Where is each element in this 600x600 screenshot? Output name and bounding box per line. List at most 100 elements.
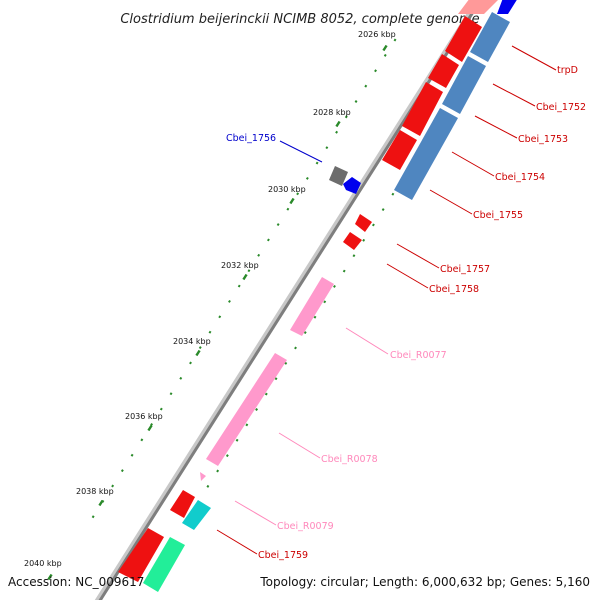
tick-dot	[225, 454, 229, 458]
tick-major	[335, 120, 341, 128]
tick-dot	[383, 53, 387, 57]
kbp-label: 2026 kbp	[358, 30, 396, 39]
tick-dot	[284, 361, 288, 365]
tick-major	[47, 573, 53, 581]
tick-dot	[286, 207, 290, 211]
gene-label-cbei-1759[interactable]: Cbei_1759	[258, 550, 308, 561]
tick-dot	[294, 346, 297, 350]
tick-dot	[362, 238, 366, 242]
tick-marks-major	[47, 44, 388, 581]
gene-feature-cbei-1754[interactable]	[382, 130, 417, 170]
label-leaders	[216, 45, 557, 555]
tick-dot	[325, 146, 329, 150]
gene-feature-cbei-1753-blue[interactable]	[442, 56, 486, 114]
genome-summary-text: Topology: circular; Length: 6,000,632 bp…	[259, 575, 590, 589]
tick-dot	[120, 469, 124, 473]
gene-feature-cbei-1753[interactable]	[402, 82, 443, 136]
tick-dot	[305, 176, 309, 180]
tick-dot	[255, 408, 259, 411]
tick-dot	[352, 254, 356, 258]
tick-dot	[198, 346, 202, 350]
kbp-label: 2030 kbp	[268, 185, 306, 194]
tick-dot	[150, 423, 154, 426]
tick-major	[289, 197, 295, 205]
tick-dot	[218, 315, 222, 319]
tick-dot	[303, 331, 307, 335]
tick-dot	[140, 438, 144, 442]
tick-dot	[274, 377, 278, 381]
gene-feature-gray[interactable]	[329, 166, 348, 186]
gene-feature-cbei-1752[interactable]	[428, 54, 459, 88]
gene-feature-green[interactable]	[143, 537, 185, 592]
kbp-label: 2034 kbp	[173, 337, 211, 346]
tick-major	[195, 349, 201, 357]
gene-feature-cbei-r0078[interactable]	[206, 353, 287, 466]
tick-dot	[313, 315, 317, 319]
gene-label-cbei-r0079[interactable]: Cbei_R0079	[277, 521, 334, 532]
tick-dot	[111, 484, 115, 488]
tick-dot	[364, 84, 368, 88]
tick-dot	[228, 299, 231, 303]
gene-feature-cyan[interactable]	[182, 500, 211, 530]
gene-feature-trpd[interactable]	[445, 16, 482, 62]
tick-dot	[381, 208, 385, 212]
tick-dot	[344, 115, 348, 119]
tick-dot	[257, 253, 261, 257]
tick-dot	[179, 376, 183, 380]
tick-dot	[264, 392, 268, 396]
tick-dot	[169, 392, 173, 396]
tick-dot	[354, 100, 358, 103]
tick-dot	[206, 484, 210, 488]
tick-dot	[391, 192, 395, 196]
tick-major	[382, 44, 388, 52]
tick-dot	[245, 423, 249, 427]
kbp-label: 2032 kbp	[221, 261, 259, 270]
tick-dot	[276, 223, 280, 227]
gene-label-cbei-r0077[interactable]: Cbei_R0077	[390, 350, 447, 361]
tick-major	[242, 273, 248, 281]
gene-feature-cbei-r0079[interactable]	[200, 472, 206, 481]
gene-label-cbei-1758[interactable]: Cbei_1758	[429, 284, 479, 295]
tick-dot	[237, 284, 241, 288]
gene-feature-red-bottom[interactable]	[118, 528, 164, 582]
map-title: Clostridium beijerinckii NCIMB 8052, com…	[120, 12, 479, 27]
gene-label-cbei-r0078[interactable]: Cbei_R0078	[321, 454, 378, 465]
kbp-label: 2040 kbp	[24, 559, 62, 568]
tick-dot	[342, 269, 346, 273]
tick-dot	[296, 192, 300, 196]
gene-label-cbei-1756[interactable]: Cbei_1756	[226, 133, 276, 144]
gene-feature-cbei-1758[interactable]	[343, 232, 362, 250]
gene-feature-partial-blue[interactable]	[497, 0, 518, 14]
gene-feature-cbei-1752-blue[interactable]	[470, 12, 510, 62]
tick-dot	[393, 38, 397, 42]
gene-label-trpd[interactable]: trpD	[557, 65, 578, 76]
gene-label-cbei-1753[interactable]: Cbei_1753	[518, 134, 568, 145]
kbp-label: 2028 kbp	[313, 108, 351, 117]
gene-label-cbei-1755[interactable]: Cbei_1755	[473, 210, 523, 221]
tick-dot	[323, 300, 327, 304]
tick-major	[147, 424, 153, 432]
tick-dot	[266, 238, 270, 242]
kbp-label: 2038 kbp	[76, 487, 114, 496]
gene-feature-cbei-1755[interactable]	[394, 108, 458, 200]
tick-dot	[91, 515, 95, 519]
kbp-scale: 2026 kbp 2028 kbp 2030 kbp 2032 kbp 2034…	[24, 30, 396, 568]
tick-dot	[333, 284, 336, 288]
tick-dot	[235, 438, 239, 442]
kbp-label: 2036 kbp	[125, 412, 163, 421]
gene-label-cbei-1754[interactable]: Cbei_1754	[495, 172, 545, 183]
gene-feature-cbei-1756[interactable]	[343, 177, 361, 194]
gene-feature-trpd-partial[interactable]	[458, 0, 500, 14]
tick-dot	[216, 469, 220, 473]
tick-dot	[335, 130, 339, 134]
gene-feature-cbei-1757[interactable]	[355, 214, 372, 232]
gene-label-cbei-1757[interactable]: Cbei_1757	[440, 264, 490, 275]
tick-dot	[315, 161, 319, 165]
gene-label-cbei-1752[interactable]: Cbei_1752	[536, 102, 586, 113]
tick-track-outer	[91, 38, 397, 519]
tick-dot	[371, 223, 375, 227]
tick-dot	[247, 269, 251, 273]
gene-feature-cbei-r0077[interactable]	[290, 277, 334, 336]
gene-feature-cbei-1759[interactable]	[170, 490, 195, 518]
